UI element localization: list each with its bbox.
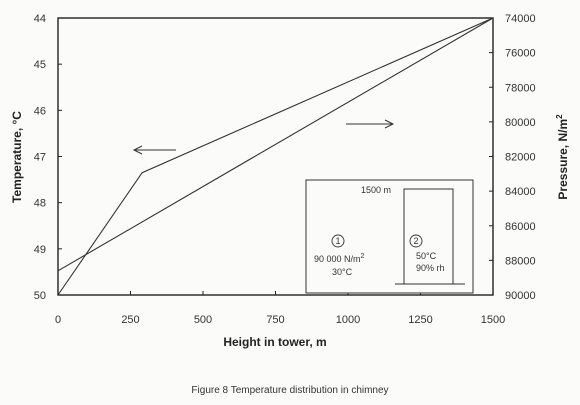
x-axis-title: Height in tower, m bbox=[223, 335, 326, 349]
x-tick-label: 1000 bbox=[336, 314, 360, 326]
right-y-tick-label: 76000 bbox=[505, 48, 536, 60]
left-y-tick-label: 45 bbox=[34, 59, 46, 71]
right-y-axis-title-text: Pressure, N/m bbox=[556, 119, 570, 200]
arrow-right-icon bbox=[346, 119, 395, 129]
point1-pressure-text: 90 000 N/m bbox=[314, 254, 361, 264]
left-y-axis-ticks: 44 45 46 47 48 49 50 bbox=[34, 13, 62, 302]
chimney-inset: 1500 m 1 90 000 N/m2 30°C 2 50°C 90% rh bbox=[305, 179, 474, 294]
point1-pressure-superscript: 2 bbox=[361, 253, 365, 260]
x-tick-label: 500 bbox=[194, 314, 212, 326]
right-y-tick-label: 84000 bbox=[505, 186, 536, 198]
x-tick-label: 0 bbox=[55, 314, 61, 326]
left-y-tick-label: 44 bbox=[34, 13, 46, 25]
right-y-tick-label: 74000 bbox=[505, 13, 536, 25]
x-tick-label: 1500 bbox=[481, 314, 505, 326]
inset-height-label: 1500 m bbox=[361, 185, 391, 195]
right-y-tick-label: 80000 bbox=[505, 117, 536, 129]
point2-temperature: 50°C bbox=[416, 251, 437, 261]
right-y-tick-label: 78000 bbox=[505, 82, 536, 94]
figure-caption: Figure 8 Temperature distribution in chi… bbox=[191, 385, 389, 396]
point1-temperature: 30°C bbox=[332, 267, 353, 277]
left-y-tick-label: 46 bbox=[34, 105, 46, 117]
right-y-tick-label: 86000 bbox=[505, 221, 536, 233]
series-lines bbox=[57, 17, 494, 296]
left-y-axis-title: Temperature, °C bbox=[10, 111, 24, 203]
point2-marker-icon bbox=[409, 234, 423, 248]
x-tick-label: 1250 bbox=[408, 314, 432, 326]
left-y-tick-label: 47 bbox=[34, 152, 46, 164]
pressure-series-line bbox=[57, 17, 494, 272]
x-tick-label: 750 bbox=[266, 314, 284, 326]
arrow-left-icon bbox=[132, 145, 176, 155]
point2-marker-label: 2 bbox=[413, 236, 418, 246]
left-y-tick-label: 49 bbox=[34, 244, 46, 256]
point2-humidity: 90% rh bbox=[416, 263, 445, 273]
right-y-tick-label: 82000 bbox=[505, 152, 536, 164]
right-y-tick-label: 88000 bbox=[505, 255, 536, 267]
right-y-axis-title-superscript: 2 bbox=[555, 114, 564, 119]
x-tick-label: 250 bbox=[121, 314, 139, 326]
right-y-tick-label: 90000 bbox=[505, 290, 536, 302]
point1-marker-icon bbox=[331, 234, 345, 248]
point1-marker-label: 1 bbox=[335, 236, 340, 246]
left-y-tick-label: 48 bbox=[34, 198, 46, 210]
point1-pressure: 90 000 N/m2 bbox=[314, 253, 365, 264]
right-y-axis-ticks: 74000 76000 78000 80000 82000 84000 86000 88000… bbox=[489, 13, 536, 302]
x-axis-ticks: 0 250 500 750 1000 1250 1500 bbox=[55, 291, 505, 326]
left-y-tick-label: 50 bbox=[34, 290, 46, 302]
right-y-axis-title: Pressure, N/m2 bbox=[555, 114, 570, 200]
